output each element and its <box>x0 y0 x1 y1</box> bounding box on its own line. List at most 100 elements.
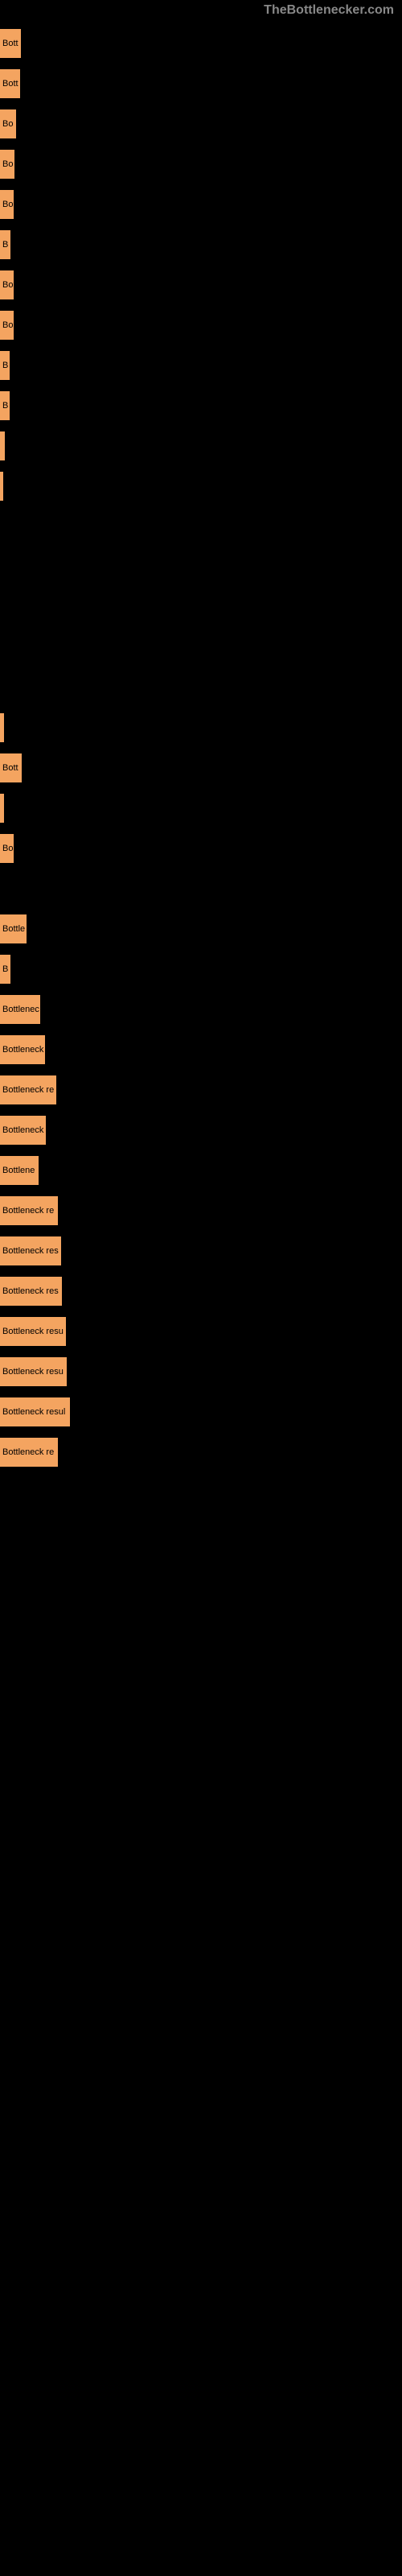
bar: Bottleneck resu <box>0 1357 67 1386</box>
bar: B <box>0 230 10 259</box>
bar: Bo <box>0 150 14 179</box>
bar-row: Bott <box>0 68 402 100</box>
bar: Bottleneck re <box>0 1075 56 1104</box>
bar-row: Bottle <box>0 913 402 945</box>
bar-row: B <box>0 349 402 382</box>
bar-row: Bo <box>0 269 402 301</box>
bar-row: Bottleneck <box>0 1034 402 1066</box>
bar-label: Bottleneck res <box>2 1286 59 1296</box>
bar-label: Bottle <box>2 924 25 934</box>
bar-row <box>0 792 402 824</box>
bar-label: Bott <box>2 79 18 89</box>
bar <box>0 431 5 460</box>
bar: Bottleneck res <box>0 1236 61 1265</box>
bar-label: Bo <box>2 280 13 290</box>
bar-label: Bo <box>2 119 13 129</box>
bar-label: Bo <box>2 320 13 330</box>
bar-label: Bott <box>2 763 18 773</box>
bar: Bo <box>0 190 14 219</box>
bar <box>0 713 4 742</box>
bar: Bottleneck resu <box>0 1317 66 1346</box>
bar-row: Bo <box>0 188 402 221</box>
bar-row: Bott <box>0 27 402 60</box>
bar-row: Bottleneck resu <box>0 1356 402 1388</box>
bar-label: B <box>2 240 8 250</box>
bar-row: Bottlenec <box>0 993 402 1026</box>
bar <box>0 794 4 823</box>
bar-row: B <box>0 953 402 985</box>
bar-row <box>0 591 402 623</box>
bar-row: Bo <box>0 309 402 341</box>
bar-label: Bottleneck res <box>2 1246 59 1256</box>
bar-row <box>0 551 402 583</box>
bar-row: Bottlene <box>0 1154 402 1187</box>
bar: Bottleneck re <box>0 1438 58 1467</box>
bar: Bo <box>0 109 16 138</box>
bar-row: Bottleneck re <box>0 1436 402 1468</box>
bar: Bottlene <box>0 1156 39 1185</box>
bar-label: Bo <box>2 159 13 169</box>
bar: Bottleneck resul <box>0 1397 70 1426</box>
bar: Bo <box>0 834 14 863</box>
bar <box>0 874 2 903</box>
bar: Bottle <box>0 914 27 943</box>
site-header: TheBottlenecker.com <box>0 0 402 21</box>
bar-label: Bottleneck <box>2 1045 43 1055</box>
bar-label: Bottleneck resul <box>2 1407 65 1417</box>
bar-label: Bottleneck re <box>2 1206 54 1216</box>
bar: Bott <box>0 29 21 58</box>
bar-label: Bo <box>2 844 13 853</box>
bar-label: Bottleneck resu <box>2 1367 64 1377</box>
bar-label: Bottlenec <box>2 1005 39 1014</box>
bar-label: Bottleneck re <box>2 1085 54 1095</box>
bar: Bott <box>0 753 22 782</box>
bar <box>0 673 2 702</box>
bar: B <box>0 391 10 420</box>
bar-row: Bo <box>0 832 402 865</box>
bar-row <box>0 470 402 502</box>
bar: Bo <box>0 270 14 299</box>
bar <box>0 592 2 621</box>
bar-row: Bottleneck resu <box>0 1315 402 1348</box>
bar-row: Bottleneck re <box>0 1195 402 1227</box>
bar-row <box>0 873 402 905</box>
bar-row: B <box>0 390 402 422</box>
bar-row: Bottleneck res <box>0 1235 402 1267</box>
bar-label: Bottleneck <box>2 1125 43 1135</box>
bar: B <box>0 351 10 380</box>
bar-row: Bottleneck resul <box>0 1396 402 1428</box>
bar: Bott <box>0 69 20 98</box>
bar <box>0 552 2 581</box>
chart-area: Bott Bott Bo Bo Bo B Bo Bo B B Bott Bo Bottle B Bottle… <box>0 21 402 1483</box>
bar <box>0 472 3 501</box>
bar-row <box>0 430 402 462</box>
bar: Bottleneck re <box>0 1196 58 1225</box>
bar-label: B <box>2 401 8 411</box>
bar-row: Bottleneck res <box>0 1275 402 1307</box>
bar-label: B <box>2 361 8 370</box>
bar: B <box>0 955 10 984</box>
bar-row: Bo <box>0 148 402 180</box>
bar-row <box>0 671 402 704</box>
bar-label: Bott <box>2 39 18 48</box>
bar-label: Bo <box>2 200 13 209</box>
bar-row <box>0 712 402 744</box>
bar: Bottleneck <box>0 1035 45 1064</box>
bar <box>0 633 2 662</box>
bar-row: Bottleneck re <box>0 1074 402 1106</box>
bar-row: B <box>0 229 402 261</box>
bar-label: Bottlene <box>2 1166 35 1175</box>
bar: Bo <box>0 311 14 340</box>
bar: Bottlenec <box>0 995 40 1024</box>
bar-row: Bottleneck <box>0 1114 402 1146</box>
bar-label: B <box>2 964 8 974</box>
bar-row: Bo <box>0 108 402 140</box>
bar-row <box>0 631 402 663</box>
bar-label: Bottleneck resu <box>2 1327 64 1336</box>
bar: Bottleneck <box>0 1116 46 1145</box>
bar <box>0 512 2 541</box>
bar-row <box>0 510 402 543</box>
bar: Bottleneck res <box>0 1277 62 1306</box>
bar-label: Bottleneck re <box>2 1447 54 1457</box>
bar-row: Bott <box>0 752 402 784</box>
